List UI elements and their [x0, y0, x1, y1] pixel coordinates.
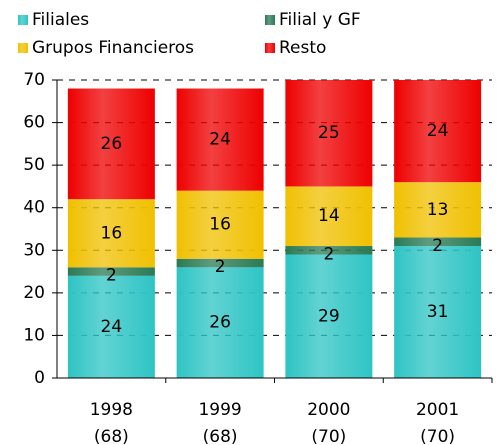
x-tick-sublabel: (68) [203, 427, 238, 445]
y-tick-label: 30 [23, 240, 45, 260]
data-label: 14 [318, 206, 340, 226]
bar-segment [67, 199, 155, 268]
x-tick-sublabel: (68) [94, 427, 129, 445]
x-tick-label: 2000 [307, 400, 350, 420]
legend-label: Filiales [32, 10, 89, 30]
y-tick-label: 10 [23, 325, 45, 345]
bar-segment [394, 80, 482, 183]
data-label: 16 [101, 223, 123, 243]
bar-segment [176, 258, 264, 268]
data-label: 25 [318, 123, 340, 143]
foreground: 0 10 20 30 40 50 60 70 24 2 16 26 1998 (68) 26 2 16 24 199… [18, 10, 493, 445]
data-label: 24 [427, 121, 449, 141]
bar-segment [394, 182, 482, 238]
bar-segment [394, 246, 482, 378]
data-label: 29 [318, 306, 340, 326]
data-label: 13 [427, 200, 449, 220]
bar-segment [176, 190, 264, 259]
y-tick-label: 20 [23, 283, 45, 303]
bar-segment [176, 88, 264, 191]
data-label: 24 [101, 317, 123, 337]
legend-label: Grupos Financieros [32, 38, 194, 58]
data-label: 2 [215, 257, 226, 277]
bar-segment [394, 237, 482, 247]
y-tick-label: 40 [23, 198, 45, 218]
data-label: 2 [106, 266, 117, 286]
x-tick-label: 2001 [416, 400, 459, 420]
x-tick-sublabel: (70) [420, 427, 455, 445]
x-tick-sublabel: (70) [311, 427, 346, 445]
y-tick-label: 50 [23, 155, 45, 175]
bar-segment [285, 254, 373, 378]
legend-label: Resto [279, 38, 326, 58]
bar-segment [67, 88, 155, 200]
data-label: 2 [323, 244, 334, 264]
legend-label: Filial y GF [279, 10, 361, 30]
legend-swatch [265, 43, 275, 53]
bars [67, 80, 482, 378]
bar-segment [67, 267, 155, 276]
legend-swatch [265, 15, 275, 25]
y-tick-label: 60 [23, 113, 45, 133]
bar-segment [67, 275, 155, 378]
y-tick-label: 70 [23, 70, 45, 90]
data-label: 31 [427, 302, 449, 322]
data-label: 24 [209, 130, 231, 150]
bar-segment [285, 246, 373, 255]
bar-segment [285, 186, 373, 247]
x-tick-label: 1999 [198, 400, 241, 420]
bar-segment [285, 80, 373, 187]
legend-swatch [18, 15, 28, 25]
bar-segment [176, 267, 264, 378]
data-label: 26 [101, 134, 123, 154]
data-label: 26 [209, 313, 231, 333]
x-tick-label: 1998 [90, 400, 133, 420]
legend-swatch [18, 43, 28, 53]
y-tick-label: 0 [34, 368, 45, 388]
data-label: 16 [209, 215, 231, 235]
data-label: 2 [432, 236, 443, 256]
